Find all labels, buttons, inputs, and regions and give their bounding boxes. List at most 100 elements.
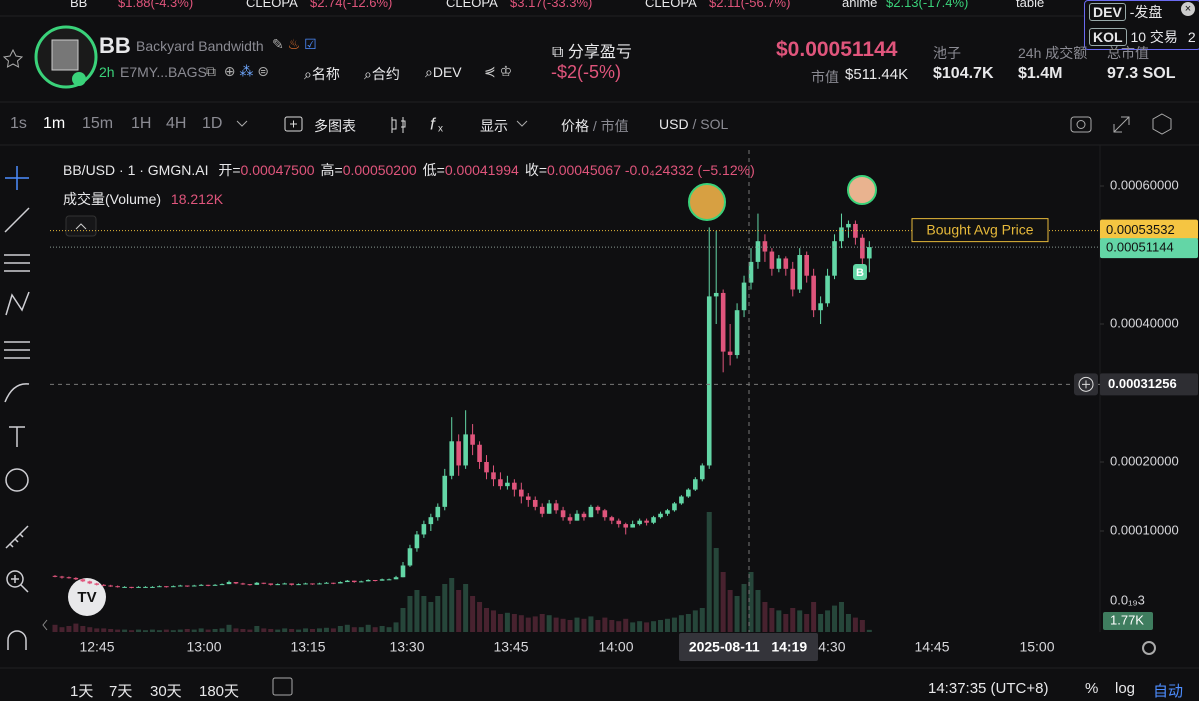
ohlc-value: 0.00045067 bbox=[547, 162, 621, 178]
token-address[interactable]: E7MY...BAGS bbox=[120, 64, 207, 80]
ticker-change[interactable]: $2.13(-17.4%) bbox=[886, 0, 969, 10]
ruler-tool[interactable] bbox=[5, 525, 29, 549]
candle-body bbox=[59, 576, 65, 578]
candle-body bbox=[484, 462, 489, 473]
display[interactable]: 显示 bbox=[480, 118, 508, 134]
multi-chart-icon[interactable] bbox=[290, 120, 297, 128]
candle-body bbox=[296, 584, 301, 586]
buy-marker bbox=[853, 264, 867, 280]
candle-body bbox=[191, 585, 197, 587]
range[interactable]: 7天 bbox=[109, 683, 133, 700]
indicator-icon[interactable]: x bbox=[438, 124, 443, 135]
price-tag-label: 0.00051144 bbox=[1106, 240, 1174, 255]
volume-bar bbox=[769, 608, 775, 632]
mcap-option[interactable]: 市值 bbox=[600, 118, 629, 134]
volume-bar bbox=[811, 602, 817, 632]
range[interactable]: 30天 bbox=[150, 683, 182, 700]
volume-bar bbox=[129, 630, 135, 632]
dropdown-icon[interactable] bbox=[236, 120, 528, 127]
volume-bar bbox=[588, 616, 594, 632]
text-tool[interactable] bbox=[9, 426, 25, 447]
settings-icon[interactable] bbox=[1152, 113, 1172, 135]
fullscreen-icon[interactable] bbox=[1113, 116, 1130, 133]
candle-body bbox=[108, 585, 113, 587]
fib-tool[interactable] bbox=[4, 254, 30, 272]
volume-bar bbox=[692, 610, 698, 632]
search-contract[interactable]: ⌕合约 bbox=[364, 66, 400, 82]
icons[interactable]: ✎ ♨ ☑ bbox=[272, 36, 317, 52]
crosshair-tool[interactable] bbox=[5, 166, 29, 190]
pattern-tool[interactable] bbox=[5, 291, 30, 316]
line-tool[interactable] bbox=[4, 207, 30, 233]
ticker-name[interactable]: CLEOPA bbox=[645, 0, 697, 10]
search-contract-text[interactable]: 合约 bbox=[371, 66, 400, 82]
range[interactable]: 180天 bbox=[199, 683, 240, 700]
ticker-name[interactable]: CLEOPA bbox=[446, 0, 498, 10]
ticker-name[interactable]: CLEOPA bbox=[246, 0, 298, 10]
ticker-change[interactable]: $1.88(-4.3%) bbox=[118, 0, 194, 10]
ticker-name[interactable]: anime bbox=[842, 0, 878, 10]
brush-tool[interactable] bbox=[4, 383, 30, 403]
candle-body bbox=[177, 585, 183, 587]
ticker-change[interactable]: $2.74(-12.6%) bbox=[310, 0, 393, 10]
percent-toggle[interactable]: % bbox=[1085, 680, 1099, 697]
interval[interactable]: 1H bbox=[131, 115, 152, 132]
interval[interactable]: 4H bbox=[166, 115, 187, 132]
search-dev-text[interactable]: DEV bbox=[432, 64, 462, 80]
currency-toggle[interactable]: USD / SOL bbox=[659, 116, 729, 132]
price-toggle[interactable]: 价格 / 市值 bbox=[561, 118, 629, 134]
range[interactable]: 1天 bbox=[70, 683, 94, 700]
screenshot-icon[interactable] bbox=[1070, 116, 1092, 133]
multi-chart[interactable]: 多图表 bbox=[314, 118, 356, 134]
axis-settings-icon[interactable] bbox=[1142, 641, 1156, 655]
emoji-tool[interactable] bbox=[5, 468, 29, 492]
stat-label: 总市值 bbox=[1107, 45, 1149, 61]
ticker-name[interactable]: table bbox=[1016, 0, 1045, 10]
icons[interactable]: ⧉ ⊕ ⁂ ⊜ bbox=[206, 63, 270, 79]
volume-bar bbox=[783, 614, 789, 632]
usd-option[interactable]: USD bbox=[659, 116, 689, 132]
close-button[interactable]: × bbox=[1181, 2, 1195, 16]
share-pnl[interactable]: ⧉ 分享盈亏 bbox=[552, 44, 632, 61]
search-name[interactable]: ⌕名称 bbox=[304, 66, 340, 82]
trader-avatar bbox=[847, 175, 877, 205]
log-toggle[interactable]: log bbox=[1115, 680, 1136, 697]
search-name-text[interactable]: 名称 bbox=[311, 66, 340, 82]
projection-tool[interactable] bbox=[4, 341, 30, 359]
share-icons[interactable]: ⋞ ♔ bbox=[484, 63, 513, 79]
auto-toggle[interactable]: 自动 bbox=[1153, 683, 1184, 700]
collapse-button[interactable] bbox=[65, 215, 97, 237]
price-option[interactable]: 价格 bbox=[561, 118, 589, 134]
zoom-tool[interactable] bbox=[11, 575, 29, 593]
magnet-tool[interactable] bbox=[7, 630, 27, 650]
volume-bar bbox=[115, 629, 121, 632]
calendar-icon[interactable] bbox=[272, 677, 293, 696]
favorite-icon[interactable] bbox=[2, 48, 24, 68]
interval[interactable]: 1s bbox=[10, 115, 27, 132]
candle-body bbox=[665, 510, 670, 514]
interval[interactable]: 1D bbox=[202, 115, 223, 132]
volume-bar bbox=[497, 614, 503, 632]
scroll-left[interactable] bbox=[42, 619, 48, 631]
share-pnl-text[interactable]: 分享盈亏 bbox=[567, 44, 632, 61]
screenshot-icon[interactable] bbox=[1076, 120, 1086, 129]
volume-bar bbox=[623, 618, 629, 632]
collapse-icon[interactable] bbox=[75, 223, 87, 230]
interval[interactable]: 1m bbox=[43, 115, 66, 132]
candle-type-icon[interactable] bbox=[391, 117, 406, 133]
ticker-name[interactable]: BB bbox=[70, 0, 88, 10]
indicator-icon[interactable]: f bbox=[430, 114, 437, 133]
multi-chart-icon[interactable] bbox=[284, 116, 303, 132]
ticker-change[interactable]: $2.11(-56.7%) bbox=[709, 0, 791, 10]
sol-option[interactable]: SOL bbox=[700, 116, 729, 132]
ticker-change[interactable]: $3.17(-33.3%) bbox=[510, 0, 593, 10]
candle-body bbox=[748, 261, 754, 283]
zoom-tool[interactable] bbox=[6, 570, 24, 588]
interval[interactable]: 15m bbox=[82, 115, 114, 132]
mcap-label: 市值 bbox=[811, 69, 839, 85]
volume-bar bbox=[184, 629, 190, 632]
volume-bar bbox=[344, 624, 350, 632]
crosshair-time-label: 2025-08-11 14:19 bbox=[689, 639, 808, 655]
volume-bar bbox=[149, 629, 155, 632]
search-dev[interactable]: ⌕DEV bbox=[425, 64, 462, 80]
